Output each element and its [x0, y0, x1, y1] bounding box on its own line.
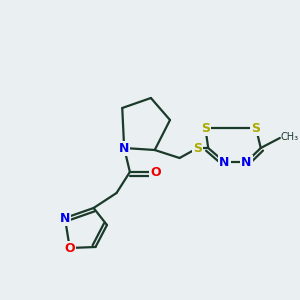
Text: S: S	[201, 122, 210, 134]
Text: O: O	[64, 242, 75, 254]
Text: N: N	[241, 155, 252, 169]
Text: O: O	[150, 166, 161, 178]
Text: S: S	[251, 122, 260, 134]
Text: N: N	[60, 212, 70, 224]
Text: N: N	[219, 155, 230, 169]
Text: CH₃: CH₃	[281, 132, 299, 142]
Text: S: S	[193, 142, 202, 154]
Text: N: N	[119, 142, 129, 154]
